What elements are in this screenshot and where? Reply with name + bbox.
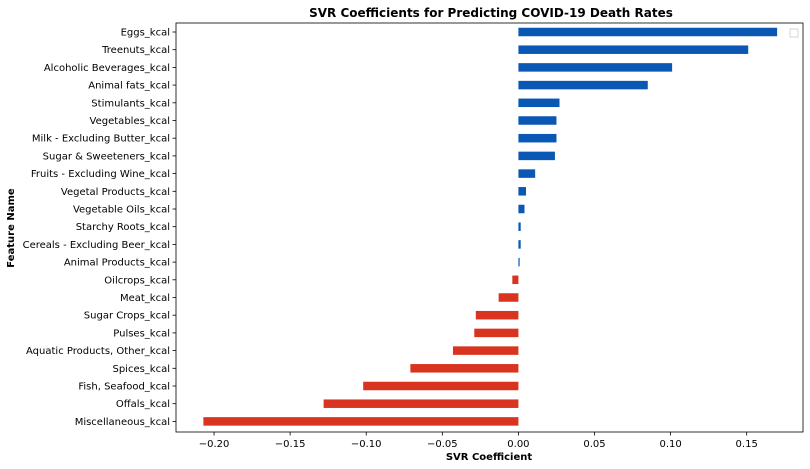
- bar-vegetables-kcal: [518, 116, 557, 125]
- bar-milk-excluding-butter-kcal: [518, 133, 557, 143]
- bar-treenuts-kcal: [518, 45, 749, 54]
- bar-animal-products-kcal: [518, 257, 520, 267]
- bar-oilcrops-kcal: [512, 275, 519, 285]
- y-tick-label: Cereals - Excluding Beer_kcal: [23, 240, 170, 251]
- x-tick-label: −0.10: [351, 439, 382, 450]
- y-tick-label: Oilcrops_kcal: [104, 275, 170, 286]
- y-tick-label: Starchy Roots_kcal: [76, 222, 170, 233]
- bar-spices-kcal: [410, 364, 519, 373]
- y-tick-label: Fruits - Excluding Wine_kcal: [31, 169, 170, 180]
- x-tick-label: 0.15: [736, 439, 758, 450]
- bar-fish-seafood-kcal: [363, 381, 519, 391]
- legend-box: [789, 28, 799, 38]
- x-tick-label: 0.00: [507, 439, 529, 450]
- y-tick-label: Fish, Seafood_kcal: [78, 382, 170, 393]
- chart-title: SVR Coefficients for Predicting COVID-19…: [309, 6, 673, 20]
- x-axis-label: SVR Coefficient: [446, 452, 533, 463]
- y-tick-label: Milk - Excluding Butter_kcal: [32, 134, 170, 145]
- y-tick-label: Sugar Crops_kcal: [84, 311, 170, 322]
- y-tick-label: Alcoholic Beverages_kcal: [44, 63, 170, 74]
- y-tick-label: Miscellaneous_kcal: [75, 417, 170, 428]
- x-tick-label: −0.05: [427, 439, 458, 450]
- y-tick-label: Aquatic Products, Other_kcal: [26, 346, 170, 357]
- plot-frame: [175, 22, 804, 433]
- y-axis: Eggs_kcal Treenuts_kcal Alcoholic Beverage…: [23, 28, 176, 428]
- y-axis-label: Feature Name: [6, 188, 17, 268]
- y-tick-label: Pulses_kcal: [113, 328, 170, 339]
- bar-offals-kcal: [323, 399, 519, 408]
- y-tick-label: Meat_kcal: [120, 293, 170, 304]
- bar-vegetable-oils-kcal: [518, 204, 525, 214]
- x-tick-label: −0.20: [199, 439, 230, 450]
- y-tick-label: Stimulants_kcal: [91, 98, 170, 109]
- y-tick-label: Treenuts_kcal: [101, 45, 170, 56]
- bar-sugar-sweeteners-kcal: [518, 151, 555, 161]
- x-tick-label: 0.05: [583, 439, 605, 450]
- bar-aquatic-products-other-kcal: [452, 346, 519, 355]
- y-tick-label: Vegetables_kcal: [90, 116, 170, 127]
- bar-stimulants-kcal: [518, 98, 560, 108]
- y-tick-label: Animal fats_kcal: [88, 81, 170, 92]
- y-tick-label: Offals_kcal: [116, 399, 170, 410]
- bar-eggs-kcal: [518, 27, 778, 37]
- y-tick-label: Vegetable Oils_kcal: [73, 205, 170, 216]
- bar-pulses-kcal: [474, 328, 519, 338]
- bar-cereals-excluding-beer-kcal: [518, 240, 521, 249]
- y-tick-label: Sugar & Sweeteners_kcal: [43, 151, 170, 162]
- y-tick-label: Eggs_kcal: [121, 28, 170, 39]
- bar-alcoholic-beverages-kcal: [518, 63, 673, 72]
- bar-starchy-roots-kcal: [518, 222, 521, 231]
- x-tick-label: −0.15: [275, 439, 306, 450]
- bars-group: [203, 27, 778, 426]
- y-tick-label: Spices_kcal: [112, 364, 170, 375]
- x-axis: −0.20 −0.15 −0.10 −0.05 0.00 0.05 0.10 0.15: [199, 432, 758, 450]
- bar-miscellaneous-kcal: [203, 417, 519, 426]
- bar-fruits-excluding-wine-kcal: [518, 169, 536, 178]
- bar-vegetal-products-kcal: [518, 187, 527, 196]
- y-tick-label: Animal Products_kcal: [64, 258, 170, 269]
- x-tick-label: 0.10: [659, 439, 681, 450]
- bar-meat-kcal: [498, 293, 519, 302]
- bar-sugar-crops-kcal: [475, 310, 519, 320]
- y-tick-label: Vegetal Products_kcal: [61, 187, 170, 198]
- bar-animal-fats-kcal: [518, 80, 648, 90]
